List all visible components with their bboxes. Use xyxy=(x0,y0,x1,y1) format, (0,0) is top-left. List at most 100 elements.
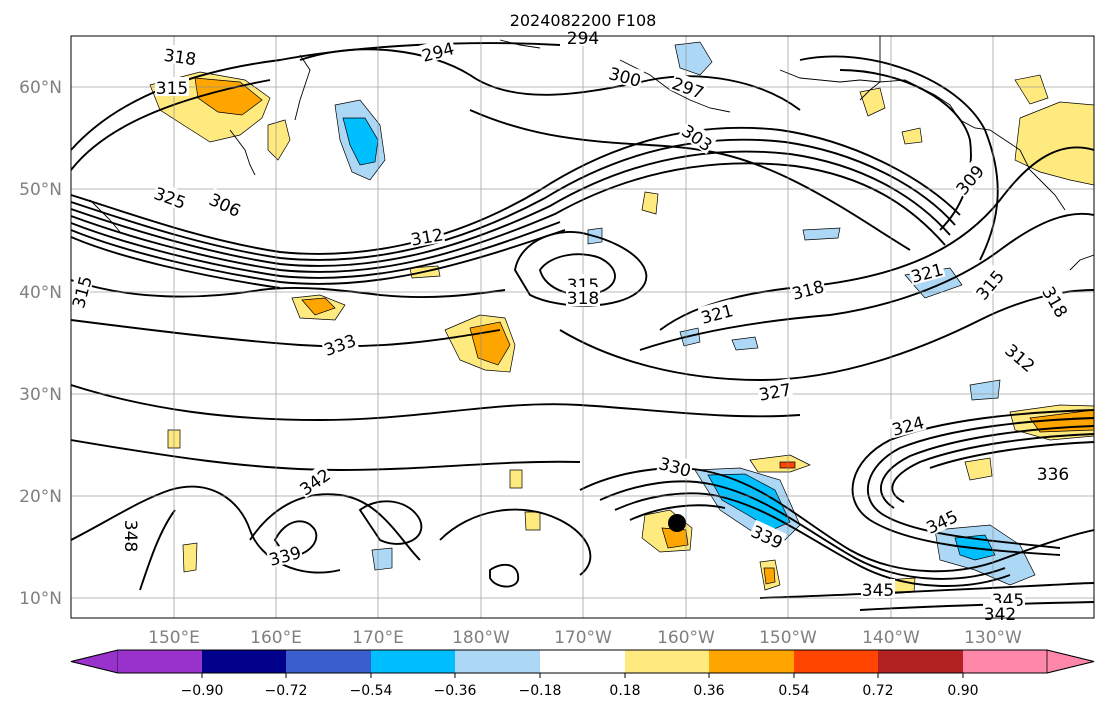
yellow-patch xyxy=(267,119,291,161)
lon-tick-label: 150°E xyxy=(148,628,200,648)
colorbar-tick-label: −0.18 xyxy=(519,683,562,699)
contour-label: 318 xyxy=(567,289,599,309)
colorbar-segment xyxy=(286,650,371,673)
contour-line xyxy=(71,236,281,289)
contour-line xyxy=(71,42,561,151)
contour-line xyxy=(867,417,1094,549)
colorbar-tick-label: −0.72 xyxy=(265,683,308,699)
contour-label-bg xyxy=(1001,338,1041,376)
contour-label-bg xyxy=(921,504,961,537)
lon-tick-label: 160°E xyxy=(250,628,302,648)
yellow-patch xyxy=(641,191,659,215)
contour-line xyxy=(71,79,271,171)
lon-tick-label: 130°W xyxy=(964,628,1022,648)
contour-line xyxy=(71,279,506,298)
colorbar-tick-label: 0.36 xyxy=(693,683,724,699)
colorbar-segment xyxy=(709,650,794,673)
contour-label-bg xyxy=(151,181,190,212)
contour-label-bg xyxy=(861,579,895,598)
contour-line xyxy=(859,601,1094,611)
colorbar-tick-label: 0.72 xyxy=(862,683,893,699)
contour-line xyxy=(599,480,1006,580)
contour-label-bg xyxy=(697,298,736,327)
map-title: 2024082200 F108 xyxy=(510,11,657,30)
lon-tick-label: 150°W xyxy=(759,628,817,648)
colorbar-segment xyxy=(878,650,963,673)
contour-label-bg xyxy=(669,71,708,102)
coastline xyxy=(619,59,731,113)
contour-line xyxy=(891,433,1094,503)
yellow-patch xyxy=(524,511,541,531)
colorbar: −0.90 −0.72 −0.54 −0.36 −0.18 0.18 0.36 0.54 0.7… xyxy=(70,649,1095,699)
lat-tick-label: 10°N xyxy=(19,589,62,609)
colorbar-tick-label: 0.54 xyxy=(778,683,809,699)
yellow-patch xyxy=(901,127,923,145)
orange-patch xyxy=(763,567,776,585)
contour-label-bg xyxy=(748,519,788,552)
coastline xyxy=(859,81,881,101)
contour-label-bg xyxy=(162,43,199,68)
contour-line xyxy=(71,150,951,267)
blue-patch xyxy=(679,327,701,347)
contour-label-bg xyxy=(320,328,359,359)
contour-line xyxy=(629,504,726,521)
contour-line xyxy=(799,55,999,261)
contour-line xyxy=(879,425,1094,509)
contour-line xyxy=(358,500,423,545)
contour-label-bg xyxy=(756,378,794,403)
coastline xyxy=(879,36,1066,211)
storm-center-marker xyxy=(668,514,686,532)
coastline xyxy=(89,199,121,233)
lat-tick-label: 30°N xyxy=(19,385,62,405)
contour-line xyxy=(559,289,1094,381)
contour-label: 318 xyxy=(162,46,197,70)
contour-line xyxy=(71,229,566,285)
coastline xyxy=(294,54,311,121)
contour-line xyxy=(71,126,961,255)
blue-patch xyxy=(802,227,841,241)
lon-tick-label: 170°W xyxy=(554,628,612,648)
lat-tick-label: 40°N xyxy=(19,283,62,303)
contour-line xyxy=(614,492,1011,587)
contour-label-bg xyxy=(408,223,446,248)
coastlines xyxy=(89,36,1094,271)
coastline xyxy=(499,39,541,49)
blue-patch xyxy=(731,336,759,351)
contour-label-bg xyxy=(983,603,1017,622)
contour-lines xyxy=(71,42,1094,611)
lon-tick-label: 180°W xyxy=(452,628,510,648)
contour-line xyxy=(439,508,592,576)
contour-line xyxy=(839,69,972,231)
colorbar-segment xyxy=(118,650,202,673)
contour-label-bg xyxy=(606,61,645,90)
colorbar-tick-label: −0.36 xyxy=(434,683,477,699)
contour-label: 342 xyxy=(984,605,1016,625)
lon-tick-label: 160°W xyxy=(657,628,715,648)
lat-tick-label: 60°N xyxy=(19,78,62,98)
coastline xyxy=(229,129,256,176)
lon-tick-label: 170°E xyxy=(352,628,404,648)
contour-line xyxy=(639,212,1094,351)
yellow-patch xyxy=(509,469,523,489)
contour-line xyxy=(71,162,946,273)
colorbar-segment xyxy=(540,650,625,673)
contour-label-bg xyxy=(155,77,189,96)
contour-label-bg xyxy=(788,274,827,303)
colorbar-extend-max xyxy=(1046,649,1095,674)
contour-label-bg xyxy=(206,187,246,220)
contour-line xyxy=(139,509,176,591)
lat-tick-label: 20°N xyxy=(19,487,62,507)
colorbar-tick-label: −0.90 xyxy=(181,683,224,699)
latitude-labels: 60°N 50°N 40°N 30°N 20°N 10°N xyxy=(19,78,62,609)
contour-line xyxy=(71,439,581,471)
lon-tick-label: 140°W xyxy=(862,628,920,648)
coastline xyxy=(779,69,881,83)
contour-label-bg xyxy=(678,119,718,155)
contour-line xyxy=(851,409,1094,556)
colorbar-segment xyxy=(963,650,1047,673)
contour-label-bg xyxy=(566,287,600,306)
contour-line xyxy=(71,384,801,421)
cyan-patch xyxy=(342,117,379,166)
contour-line xyxy=(759,582,1094,599)
